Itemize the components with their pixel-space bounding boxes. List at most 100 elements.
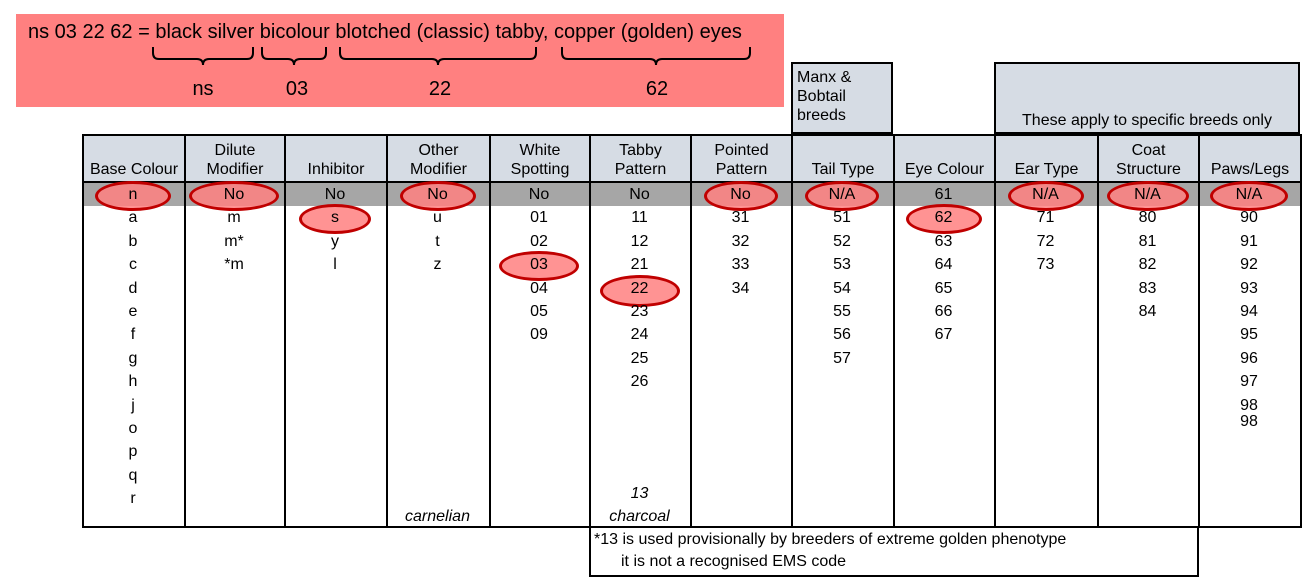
label-ns: ns <box>192 78 214 100</box>
value-cell: 04 <box>530 279 548 297</box>
footer-note: carnelian <box>405 508 470 525</box>
header-line <box>1200 141 1300 160</box>
header-coat-structure: Coat Structure <box>1097 134 1200 183</box>
value-cell: 73 <box>1036 256 1055 274</box>
value-cell: 55 <box>833 303 851 320</box>
header-base-colour: Base Colour <box>82 134 186 183</box>
value-cell: 22 <box>630 279 649 297</box>
value-cell: 65 <box>934 279 953 297</box>
value-cell: 31 <box>731 209 750 227</box>
value-cell: 92 <box>1240 256 1258 274</box>
brace-62 <box>561 47 751 66</box>
value-cell: 54 <box>833 279 851 297</box>
header-line: Modifier <box>410 161 467 178</box>
header-line: Inhibitor <box>307 161 365 178</box>
highlight-ring <box>299 204 371 235</box>
header-line: Structure <box>1116 161 1181 178</box>
value-cell: c <box>129 256 137 274</box>
header-white-spotting: White Spotting <box>489 134 591 183</box>
value-cell: 95 <box>1240 326 1258 344</box>
value-cell: 62 <box>934 209 953 227</box>
value-cell: 97 <box>1240 373 1258 391</box>
value-cell: 09 <box>530 326 548 344</box>
value-cell: 84 <box>1138 303 1157 320</box>
value-cell: n <box>128 186 138 203</box>
header-line: Spotting <box>510 161 570 178</box>
header-line <box>895 141 994 160</box>
header-other-modifier: Other Modifier <box>386 134 491 183</box>
value-cell: e <box>128 303 138 320</box>
value-cell: N/A <box>1235 186 1263 203</box>
highlight-ring <box>1106 181 1189 211</box>
highlight-ring <box>703 181 778 211</box>
value-cell: No <box>730 186 751 203</box>
brace-03 <box>261 47 327 66</box>
value-cell: 34 <box>731 279 750 297</box>
highlight-ring <box>499 251 579 282</box>
value-cell: 05 <box>530 303 548 320</box>
value-cell: o <box>128 420 138 437</box>
value-cell: 32 <box>731 232 750 250</box>
value-cell: 21 <box>630 256 649 274</box>
header-inhibitor: Inhibitor <box>284 134 388 183</box>
header-line: Other <box>418 142 459 159</box>
value-cell: g <box>128 349 138 367</box>
value-cell: *m <box>224 256 244 274</box>
header-line <box>793 141 893 160</box>
value-cell: 71 <box>1036 209 1055 227</box>
value-cell: r <box>130 490 136 508</box>
header-pointed-pattern: Pointed Pattern <box>690 134 793 183</box>
header-line: Pointed <box>714 142 769 159</box>
value-cell: m* <box>224 232 244 250</box>
header-tail-type: Tail Type <box>791 134 895 183</box>
value-cell: 33 <box>731 256 750 274</box>
value-cell: l <box>333 256 337 274</box>
highlight-ring <box>1210 181 1288 211</box>
header-line: Ear Type <box>1014 161 1079 178</box>
value-cell: 67 <box>934 326 953 344</box>
header-dilute-modifier: Dilute Modifier <box>184 134 286 183</box>
value-cell: N/A <box>1032 186 1059 203</box>
value-cell: No <box>629 186 650 203</box>
value-cell: s <box>331 209 339 227</box>
value-cell: 24 <box>630 326 649 344</box>
label-03: 03 <box>285 78 309 100</box>
header-line <box>996 141 1097 160</box>
header-tabby-pattern: Tabby Pattern <box>589 134 692 183</box>
value-cell: p <box>128 443 138 461</box>
label-62: 62 <box>645 78 669 100</box>
value-cell: 93 <box>1240 279 1258 297</box>
header-paws-legs: Paws/Legs <box>1198 134 1302 183</box>
value-cell: 03 <box>530 256 548 274</box>
header-line: Modifier <box>206 161 264 178</box>
highlight-ring <box>905 204 982 235</box>
value-cell: 91 <box>1240 232 1258 250</box>
title-banner <box>16 14 784 107</box>
value-cell: 25 <box>630 349 649 367</box>
footnote-line-2: it is not a recognised EMS code <box>621 553 847 570</box>
footer-note: charcoal <box>609 508 670 525</box>
value-cell: 23 <box>630 303 649 320</box>
group-manx: Manx & Bobtail breeds <box>791 62 893 134</box>
value-cell: 81 <box>1138 232 1157 250</box>
value-cell: 72 <box>1036 232 1055 250</box>
value-cell: y <box>331 232 339 250</box>
value-cell: j <box>131 396 135 414</box>
header-line: Paws/Legs <box>1210 161 1290 178</box>
highlight-ring <box>1007 181 1084 211</box>
value-cell: 52 <box>833 232 851 250</box>
footnote-box: *13 is used provisionally by breeders of… <box>589 527 1199 577</box>
value-cell: 56 <box>833 326 851 344</box>
header-ear-type: Ear Type <box>994 134 1099 183</box>
header-line <box>84 141 184 160</box>
brace-22 <box>339 47 537 66</box>
header-line: Coat <box>1131 142 1166 159</box>
value-cell: No <box>223 186 245 203</box>
value-cell: N/A <box>828 186 856 203</box>
value-cell: 98 <box>1240 396 1258 414</box>
value-cell: 11 <box>631 209 648 227</box>
header-line: Tail Type <box>811 161 875 178</box>
value-cell: 66 <box>934 303 953 320</box>
highlight-ring <box>189 181 279 211</box>
value-cell: m <box>227 209 241 227</box>
